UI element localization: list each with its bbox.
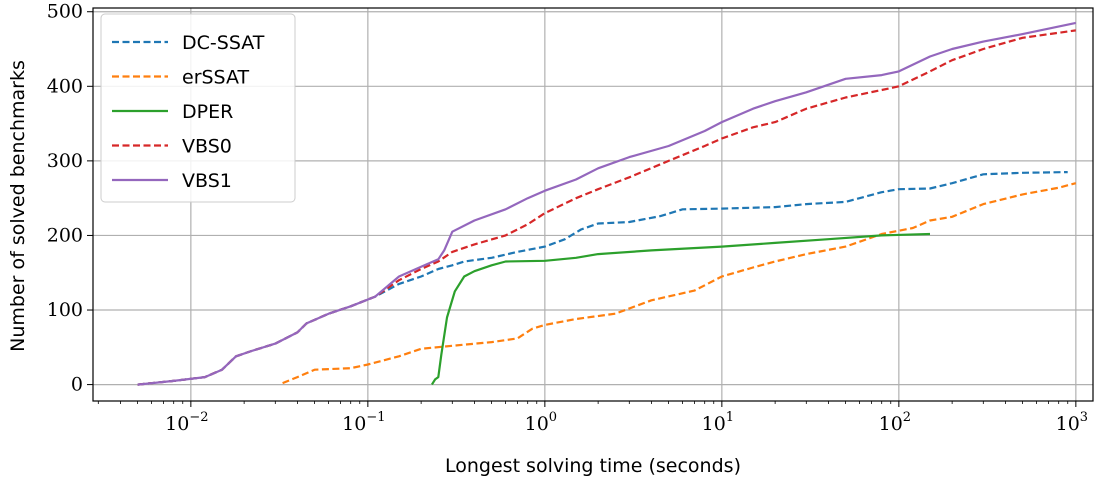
y-tick-label: 100 [47, 299, 83, 321]
y-tick-label: 300 [47, 150, 83, 172]
x-axis-label: Longest solving time (seconds) [445, 455, 741, 477]
x-tick-label: 101 [702, 410, 734, 435]
legend-box [100, 13, 296, 203]
x-tick-label: 103 [1056, 410, 1088, 435]
y-tick-label: 400 [47, 75, 83, 97]
series-line-vbs1 [137, 21, 1077, 386]
y-tick-label: 500 [47, 1, 83, 23]
x-axis: 10−2 10−1 100 101 102 103 [97, 401, 1088, 435]
y-tick-label: 200 [47, 224, 83, 246]
plot-frame [92, 7, 1094, 402]
x-tick-label: 100 [525, 410, 557, 435]
x-tick-label: 10−1 [342, 410, 385, 435]
series-line-dc-ssat [137, 171, 1068, 386]
legend-label: DPER [182, 101, 233, 123]
series-line-erssat [282, 182, 1077, 385]
legend-label: VBS0 [182, 136, 232, 158]
y-axis: 0 100 200 300 400 500 [47, 1, 93, 396]
y-axis-label: Number of solved benchmarks [7, 60, 29, 352]
legend: DC-SSAT erSSAT DPER VBS0 VBS1 [100, 13, 296, 203]
series-line-dper [430, 232, 931, 386]
y-tick-label: 0 [71, 374, 83, 396]
series-layer [137, 21, 1077, 386]
x-tick-label: 10−2 [165, 410, 208, 435]
legend-label: erSSAT [182, 67, 249, 89]
legend-label: DC-SSAT [182, 32, 265, 54]
legend-label: VBS1 [182, 170, 232, 192]
x-tick-label: 102 [879, 410, 911, 435]
